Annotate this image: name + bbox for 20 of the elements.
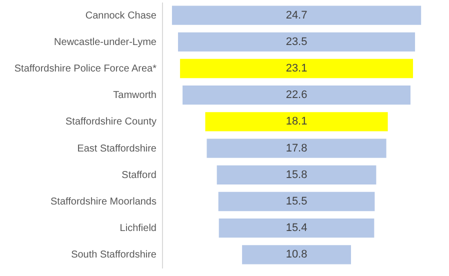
category-label: Newcastle-under-Lyme — [54, 36, 157, 48]
category-label: Lichfield — [120, 223, 156, 234]
category-label: South Staffordshire — [71, 250, 157, 261]
data-label: 15.8 — [286, 168, 308, 181]
data-label: 23.1 — [286, 62, 308, 74]
category-label: Tamworth — [113, 90, 156, 102]
category-label: East Staffordshire — [77, 143, 157, 154]
data-label: 15.5 — [286, 196, 308, 208]
data-label: 18.1 — [286, 116, 308, 128]
data-label: 24.7 — [286, 9, 308, 22]
data-label: 17.8 — [286, 142, 308, 154]
category-label: Stafford — [122, 170, 156, 181]
data-label: 10.8 — [286, 248, 308, 261]
category-label: Staffordshire Moorlands — [50, 196, 156, 208]
data-label: 22.6 — [286, 89, 308, 102]
category-label: Staffordshire County — [66, 116, 156, 128]
data-label: 15.4 — [286, 222, 308, 234]
category-label: Staffordshire Police Force Area* — [14, 64, 157, 74]
data-label: 23.5 — [286, 36, 308, 48]
category-label: Cannock Chase — [85, 10, 157, 22]
